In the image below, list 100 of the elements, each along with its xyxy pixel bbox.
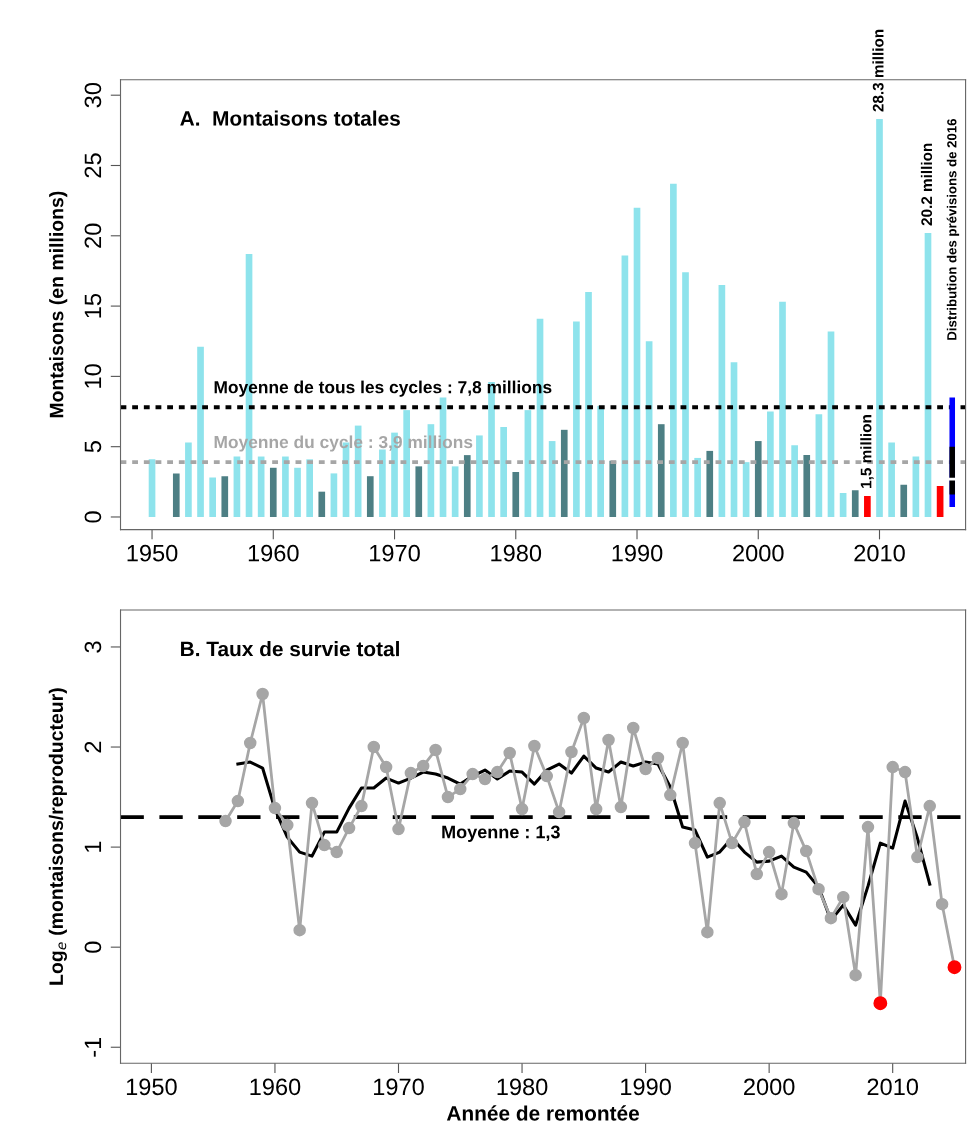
y-tick-label: 5 <box>84 441 102 453</box>
point <box>664 788 677 802</box>
point <box>713 796 726 810</box>
y-tick-label: 0 <box>84 941 102 953</box>
text: A. Montaisons totales <box>180 110 400 126</box>
y-tick-label: 3 <box>84 641 102 653</box>
bar <box>682 272 689 517</box>
bar <box>694 457 701 517</box>
point <box>861 820 875 834</box>
y-tick-label: 0 <box>84 511 102 523</box>
y-tick-label: 30 <box>84 82 102 108</box>
x-tick-label: 1980 <box>497 1078 548 1096</box>
y-tick-label: 10 <box>84 364 102 388</box>
bar <box>803 455 811 517</box>
point <box>268 801 282 815</box>
x-tick-label: 2000 <box>733 544 784 562</box>
point <box>688 836 702 850</box>
ref-line-label: Moyenne de tous les cycles : 7,8 millions <box>214 380 552 397</box>
bar <box>754 441 762 517</box>
bar <box>512 471 520 517</box>
x-tick-label: 1950 <box>126 1078 177 1096</box>
y-tick-label: 2 <box>84 741 102 753</box>
point <box>614 800 628 814</box>
bar <box>451 466 459 517</box>
point <box>738 815 751 829</box>
point <box>392 822 405 836</box>
point <box>281 818 294 832</box>
bar <box>366 476 374 517</box>
point <box>466 767 479 781</box>
bar <box>900 484 908 517</box>
point <box>651 751 665 765</box>
bar <box>379 449 386 517</box>
point <box>540 769 554 783</box>
x-tick-label: 1990 <box>621 1078 671 1096</box>
point <box>775 887 788 901</box>
point <box>219 814 232 828</box>
point <box>799 844 813 858</box>
point <box>379 760 393 774</box>
point <box>231 794 245 808</box>
point <box>293 923 306 937</box>
point <box>552 805 566 819</box>
point <box>342 821 356 835</box>
x-axis-title: Année de remontée <box>446 1105 640 1121</box>
annotation: Distribution des prévisions de 2016 <box>946 118 960 340</box>
point <box>416 759 430 773</box>
point <box>565 745 578 759</box>
bar <box>573 321 580 517</box>
point <box>886 760 899 774</box>
y-tick-label: 1 <box>84 841 102 852</box>
point <box>478 772 492 786</box>
x-tick-label: 1970 <box>374 1078 424 1096</box>
bar <box>791 445 798 517</box>
ref-line-label: Moyenne : 1,3 <box>442 825 560 842</box>
point <box>515 802 529 816</box>
point <box>577 711 591 725</box>
bar <box>706 450 714 517</box>
x-tick-label: 1960 <box>250 1078 301 1096</box>
point <box>639 762 652 776</box>
bar <box>560 429 568 517</box>
point <box>787 816 801 830</box>
point <box>923 799 937 813</box>
bar <box>403 410 410 517</box>
point <box>305 796 319 810</box>
x-tick-label: 2010 <box>854 544 905 562</box>
bar <box>767 411 774 517</box>
point <box>849 968 862 982</box>
bar <box>282 456 289 517</box>
y-tick-label: 15 <box>84 293 102 318</box>
bar <box>148 459 156 517</box>
bar <box>839 493 847 517</box>
bar <box>815 414 823 517</box>
bar <box>172 473 180 517</box>
bar <box>597 405 604 517</box>
x-tick-label: 1980 <box>491 544 542 562</box>
x-tick-label: 2010 <box>867 1078 919 1096</box>
bar <box>609 460 617 517</box>
point <box>243 736 257 750</box>
x-tick-label: 2000 <box>744 1078 795 1096</box>
point <box>837 890 850 904</box>
point <box>911 850 924 864</box>
bar <box>306 459 313 517</box>
bar <box>197 346 204 517</box>
bar <box>936 486 944 517</box>
point <box>404 766 418 780</box>
point <box>750 867 764 881</box>
bar <box>779 301 786 517</box>
bar <box>221 476 229 517</box>
x-tick-label: 1960 <box>248 544 299 562</box>
bar <box>585 292 592 517</box>
point <box>491 765 504 779</box>
y-axis-title: Montaisons (en millions) <box>49 191 68 418</box>
bar <box>318 491 326 517</box>
point <box>528 739 541 753</box>
x-tick-label: 1950 <box>127 544 178 562</box>
y-tick-label: -1 <box>84 1037 102 1057</box>
bar <box>657 424 665 517</box>
bar <box>209 477 216 517</box>
y-tick-label: 20 <box>84 223 102 248</box>
y-axis-title: Log$_{e}$ (montaisons/reproducteur) <box>48 688 67 985</box>
bar <box>670 183 677 517</box>
